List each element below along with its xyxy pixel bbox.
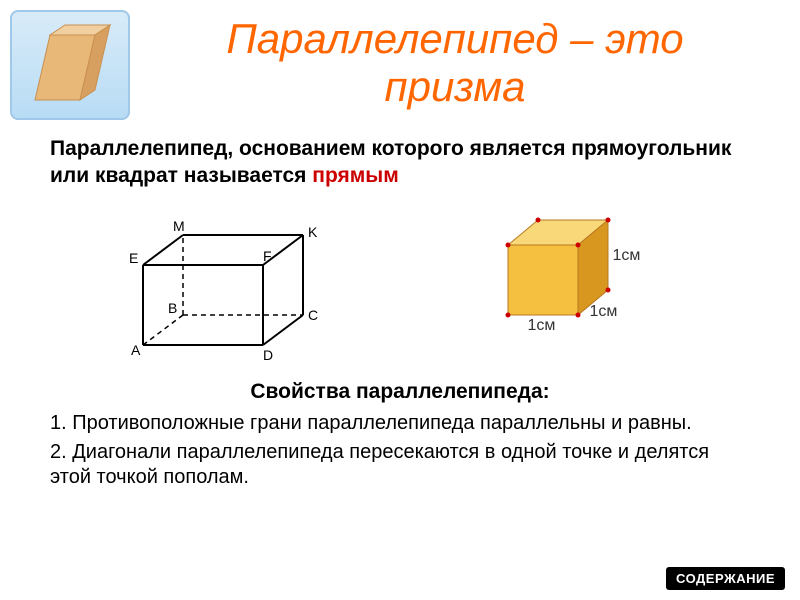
vertex-B: B — [168, 300, 177, 316]
cube-label-right: 1см — [613, 247, 641, 265]
vertex-K: K — [308, 224, 318, 240]
cube-label-depth: 1см — [590, 303, 618, 321]
cube-label-front: 1см — [528, 317, 556, 335]
vertex-M: M — [173, 218, 185, 234]
contents-button[interactable]: СОДЕРЖАНИЕ — [666, 567, 785, 590]
oblique-prism-icon — [20, 20, 120, 110]
vertex-F: F — [263, 248, 272, 264]
slide-icon-box — [10, 10, 130, 120]
title-line-2: призма — [130, 63, 780, 111]
subtitle-text: Параллелепипед, основанием которого явля… — [0, 120, 800, 200]
title-line-1: Параллелепипед – это — [130, 15, 780, 63]
vertex-A: A — [131, 342, 141, 358]
properties-heading: Свойства параллелепипеда: — [0, 375, 800, 409]
slide-title: Параллелепипед – это призма — [130, 10, 780, 112]
wireframe-diagram: A B C D E F K M — [103, 205, 353, 365]
vertex-D: D — [263, 347, 273, 363]
vertex-E: E — [129, 250, 138, 266]
vertex-C: C — [308, 307, 318, 323]
property-item-2: 2. Диагонали параллелепипеда пересекаютс… — [0, 438, 800, 492]
property-item-1: 1. Противоположные грани параллелепипеда… — [0, 409, 800, 438]
unit-cube-diagram: 1см 1см 1см — [478, 205, 698, 365]
subtitle-part-1: прямым — [312, 164, 399, 187]
